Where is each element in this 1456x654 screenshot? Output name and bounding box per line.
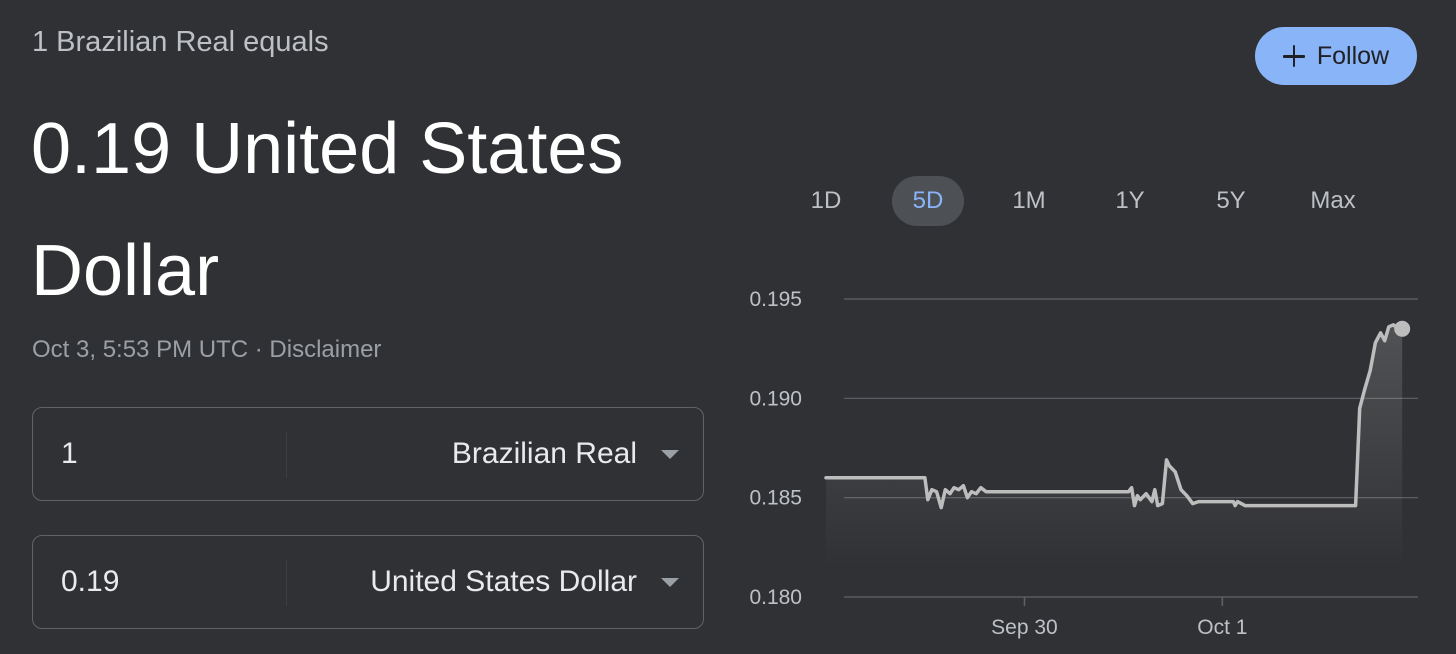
current-value-dot	[1394, 320, 1411, 337]
dropdown-caret-icon	[661, 449, 679, 459]
tab-1d[interactable]: 1D	[810, 187, 842, 214]
divider	[286, 560, 287, 606]
tab-1m[interactable]: 1M	[1012, 187, 1046, 214]
timestamp: Oct 3, 5:53 PM UTC	[32, 336, 249, 363]
to-currency-row: United States Dollar	[32, 535, 704, 629]
separator: ·	[254, 336, 263, 363]
from-currency-label: Brazilian Real	[451, 437, 637, 470]
conversion-result: 0.19 United States Dollar	[31, 109, 624, 311]
y-axis-labels: 0.195 0.190 0.185 0.180	[749, 288, 802, 609]
to-currency-label: United States Dollar	[370, 565, 637, 598]
x-tick-label: Oct 1	[1197, 616, 1247, 639]
tab-1y[interactable]: 1Y	[1115, 187, 1145, 214]
tab-5d[interactable]: 5D	[892, 176, 964, 226]
y-tick-label: 0.190	[749, 387, 802, 410]
from-currency-select[interactable]: Brazilian Real	[452, 408, 679, 500]
y-tick-label: 0.185	[749, 487, 802, 510]
y-tick-label: 0.195	[749, 288, 802, 311]
from-amount-input[interactable]	[61, 408, 281, 500]
plus-icon	[1282, 45, 1305, 67]
equals-label: 1 Brazilian Real equals	[32, 26, 329, 58]
series-line	[824, 323, 1404, 510]
timestamp-line: Oct 3, 5:53 PM UTC · Disclaimer	[32, 336, 381, 364]
dropdown-caret-icon	[661, 577, 679, 587]
from-currency-row: Brazilian Real	[32, 407, 704, 501]
x-tick-label: Sep 30	[991, 616, 1058, 639]
time-range-tabs: 1D 5D 1M 1Y 5Y Max	[775, 176, 1415, 226]
follow-label: Follow	[1316, 41, 1390, 70]
follow-button[interactable]: Follow	[1255, 27, 1417, 85]
disclaimer-link[interactable]: Disclaimer	[269, 336, 382, 363]
tab-max[interactable]: Max	[1310, 187, 1356, 214]
series-area	[826, 324, 1403, 568]
exchange-rate-chart: 0.195 0.190 0.185 0.180 Sep 30 Oct 1	[749, 288, 1418, 639]
to-currency-select[interactable]: United States Dollar	[370, 536, 679, 628]
tab-5y[interactable]: 5Y	[1216, 187, 1246, 214]
divider	[286, 432, 287, 478]
to-amount-input[interactable]	[61, 536, 281, 628]
x-axis-labels: Sep 30 Oct 1	[991, 597, 1247, 639]
y-tick-label: 0.180	[749, 586, 802, 609]
